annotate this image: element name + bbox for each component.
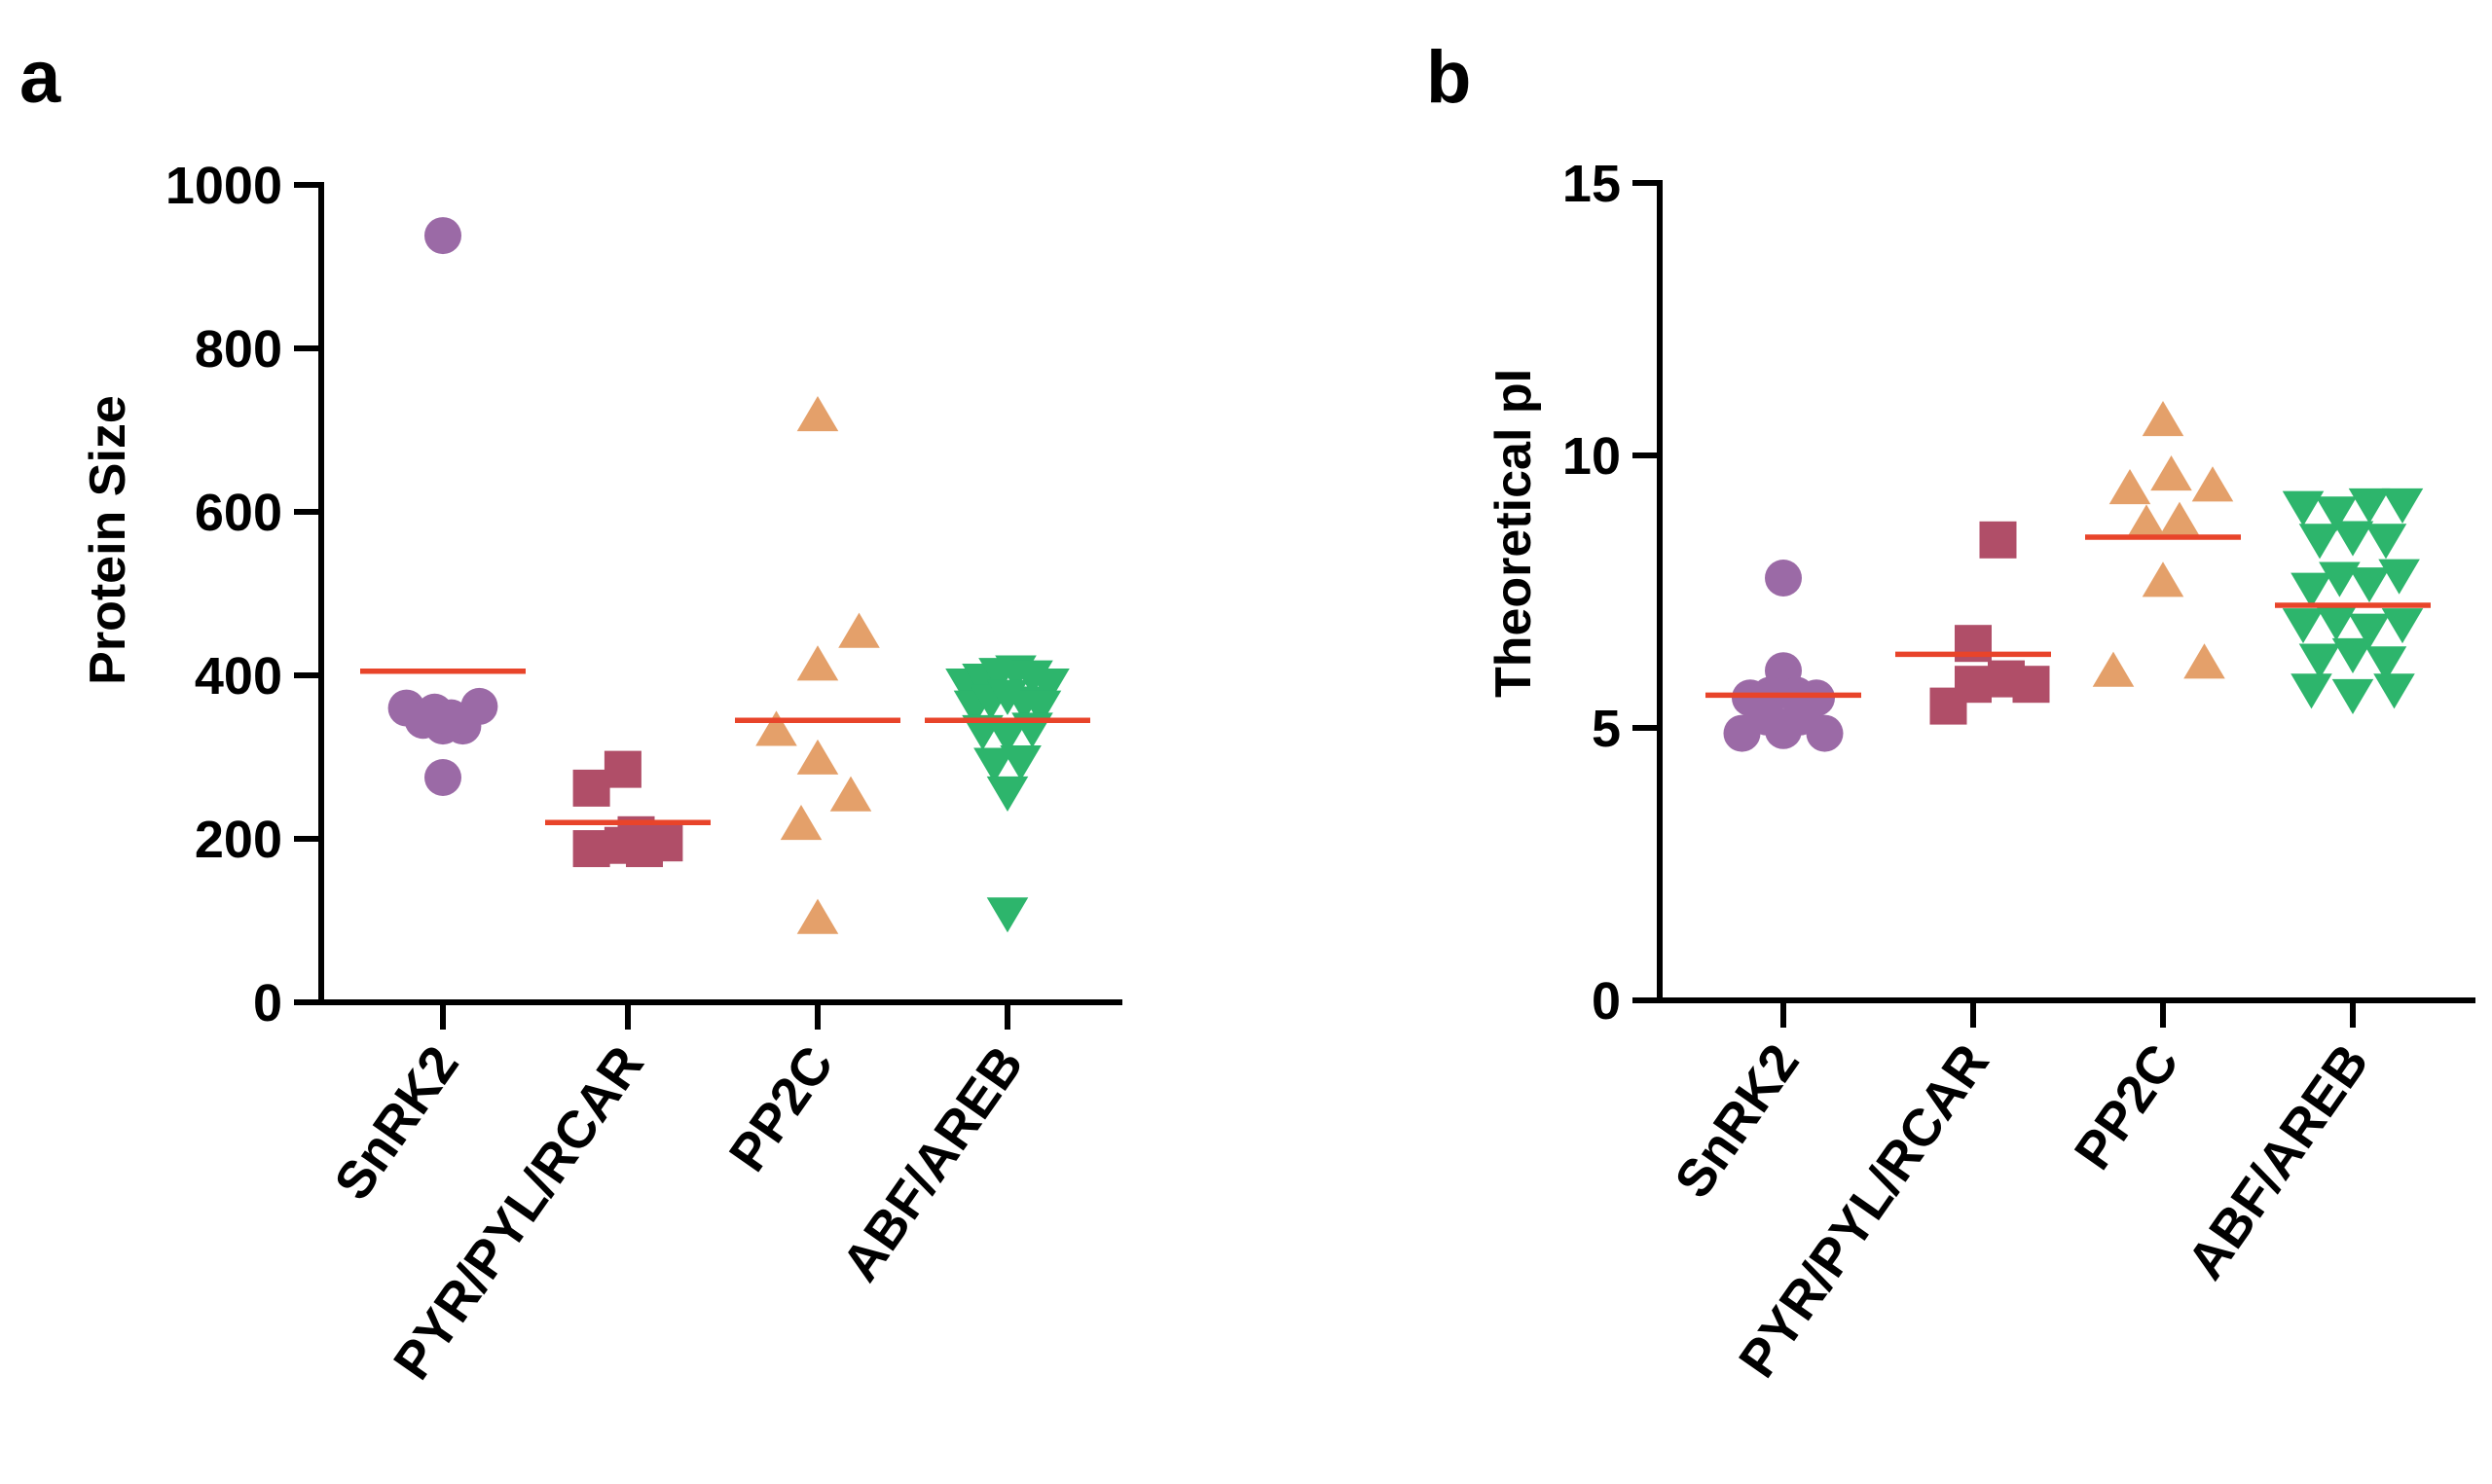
panel-a-point-pyr [604,750,641,788]
panel-a-y-tick-label: 200 [195,811,282,869]
panel-a-point-abf [1028,669,1070,705]
panel-a-point-abf [986,776,1029,812]
panel-b-point-abf [2290,572,2332,608]
panel-b-point-abf [2282,490,2325,526]
panel-a-point-snrk2 [424,217,461,255]
panel-b-point-abf [2348,613,2391,649]
panel-b-point-snrk2 [1781,698,1818,736]
panel-b-point-pp2c [2108,469,2151,505]
panel-b-point-abf [2315,496,2358,532]
panel-b-point-pp2c [2150,455,2192,491]
panel-a-point-pp2c [796,396,839,432]
panel-b-point-pp2c [2125,504,2168,540]
panel-b-y-axis-title: Theoretical pI [1485,369,1542,698]
panel-b-theoretical-pi: b Theoretical pI 051015SnRK2PYR/PYL/RCAR… [1426,36,2475,1388]
panel-b-point-pp2c [2142,561,2184,597]
panel-a-point-pp2c [755,710,797,746]
panel-b-point-pyr [1929,687,1967,725]
panel-a-point-pp2c [796,645,839,681]
panel-b-y-tick-label: 0 [1592,972,1621,1031]
panel-b-point-abf [2290,673,2332,709]
panel-a-point-abf [1000,744,1042,781]
panel-a-point-abf [986,719,1029,755]
panel-b-point-abf [2348,488,2391,524]
panel-b-point-abf [2381,608,2424,644]
panel-b-point-pyr [2012,666,2050,704]
panel-a-y-tick-label: 600 [195,484,282,542]
panel-a-y-tick-label: 0 [253,974,282,1032]
panel-a-category-label: SnRK2 [323,1035,470,1210]
panel-b-point-abf [2331,678,2374,714]
panel-a-category-label: PP2C [718,1035,845,1181]
panel-b-point-abf [2381,488,2424,524]
panel-b-point-abf [2331,521,2374,557]
panel-b-point-abf [2378,559,2420,595]
panel-b-category-label: SnRK2 [1664,1033,1811,1208]
panel-a-point-snrk2 [432,699,470,737]
panel-b-point-abf [2364,646,2407,682]
panel-b-category-label: PP2C [2064,1033,2190,1179]
panel-a-point-abf [973,747,1015,783]
panel-a-point-snrk2 [460,687,498,725]
panel-b-point-abf [2348,567,2391,603]
panel-b-point-pp2c [2158,501,2201,537]
panel-b-y-tick-label: 5 [1592,700,1621,758]
panel-a-point-pp2c [829,776,872,812]
panel-a-point-pp2c [780,805,823,841]
panel-a-point-snrk2 [424,759,461,796]
panel-b-point-abf [2331,637,2374,673]
panel-a-y-tick-label: 800 [195,320,282,379]
panel-b-point-snrk2 [1748,698,1785,736]
panel-b-point-abf [2298,643,2341,679]
panel-a-label: a [19,36,61,119]
panel-b-point-abf [2373,673,2415,709]
panel-a-y-tick-label: 400 [195,647,282,706]
panel-b-point-pp2c [2142,401,2184,437]
panel-b-point-pp2c [2191,466,2234,502]
panel-a-y-axis-title: Protein Size [80,395,136,685]
panel-a-point-abf [1019,690,1062,726]
panel-b-point-abf [2364,524,2407,560]
panel-b-point-pp2c [2092,651,2135,687]
panel-b-point-abf [2282,608,2325,644]
panel-b-point-snrk2 [1765,560,1802,597]
panel-b-y-tick-label: 15 [1562,155,1621,213]
panel-a-point-pp2c [796,739,839,775]
panel-a-point-pyr [572,830,610,868]
panel-a-protein-size: a Protein Size 02004006008001000SnRK2PYR… [19,36,1122,1390]
panel-a-point-pp2c [796,898,839,934]
panel-b-point-abf [2315,605,2358,641]
panel-b-point-pp2c [2183,643,2225,679]
panel-a-y-tick-label: 1000 [165,157,282,215]
panel-b-point-abf [2319,561,2361,597]
panel-b-y-tick-label: 10 [1562,427,1621,486]
panel-b-point-pyr [1979,521,2017,559]
panel-a-point-pp2c [838,612,880,648]
panel-a-category-label: ABF/AREB [831,1035,1035,1291]
panel-a-point-pyr [572,769,610,807]
panel-b-point-abf [2298,524,2341,560]
panel-b-label: b [1426,36,1471,119]
panel-a-point-abf [986,897,1029,933]
panel-b-category-label: ABF/AREB [2177,1033,2380,1289]
